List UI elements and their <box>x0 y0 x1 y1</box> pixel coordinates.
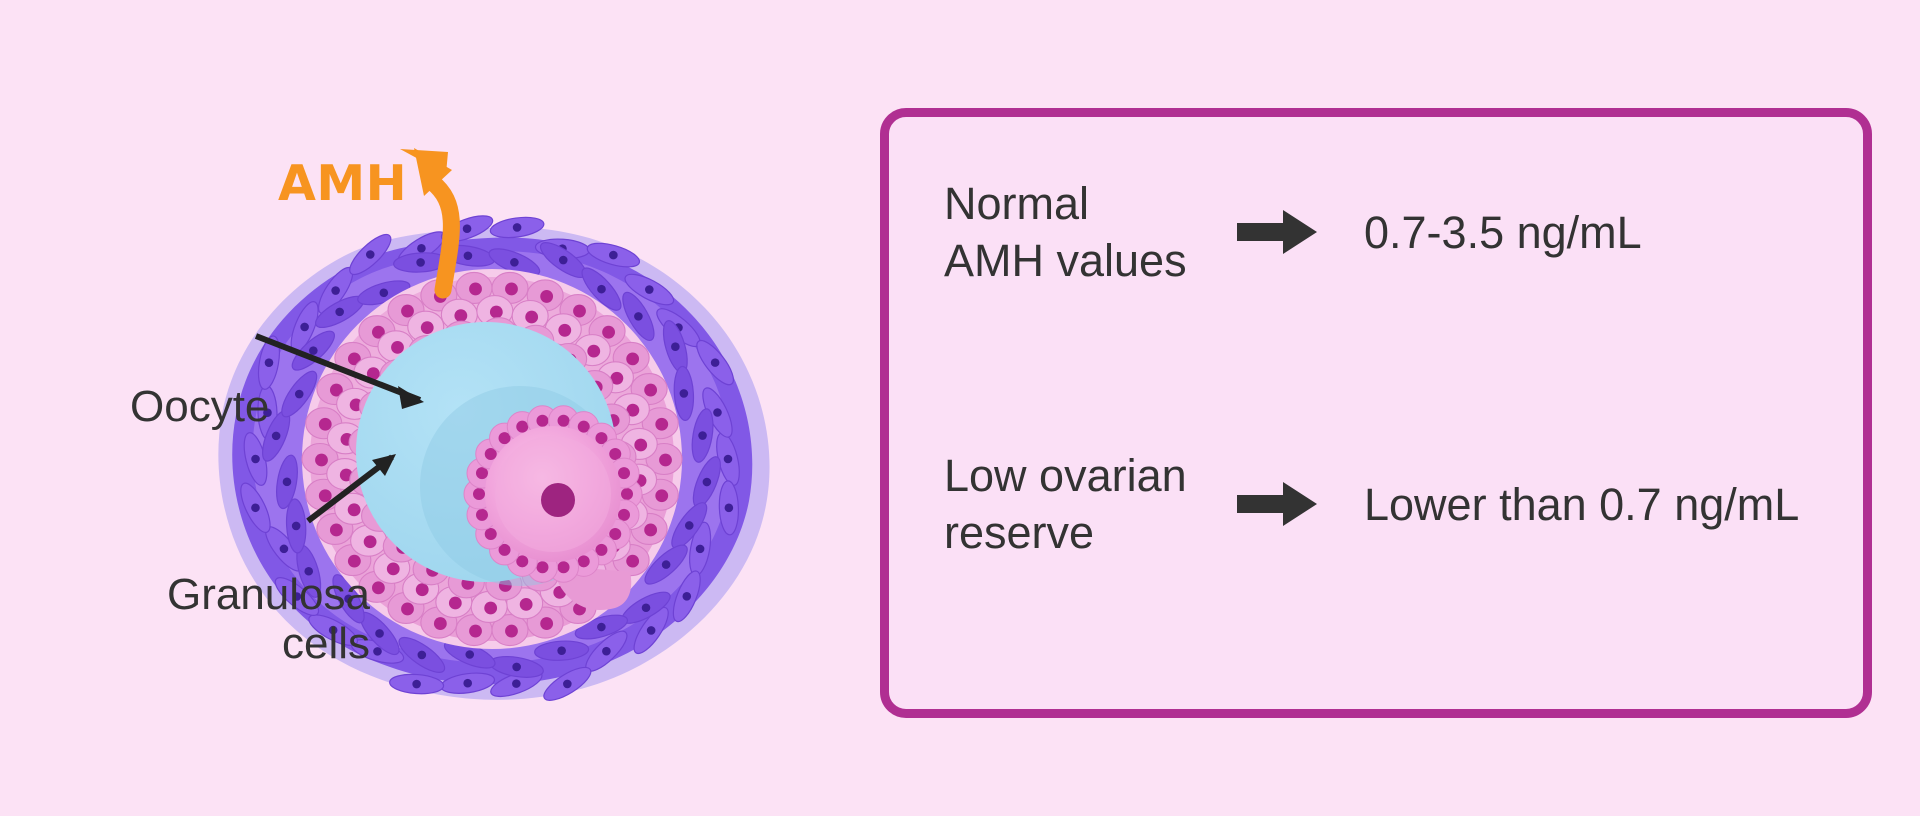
oocyte-leader-line <box>254 333 424 409</box>
amh-row-low-reserve-value: Lower than 0.7 ng/mL <box>1364 478 1800 530</box>
amh-curved-arrow-icon <box>400 148 460 299</box>
arrow-right-icon <box>1236 482 1317 527</box>
amh-values-panel: Normal AMH values 0.7-3.5 ng/mL Low ovar… <box>880 108 1872 718</box>
granulosa-leader-line <box>306 454 396 524</box>
amh-row-normal-arrow-cell <box>1189 208 1364 256</box>
oocyte <box>463 405 643 583</box>
arrow-right-icon <box>1236 210 1317 255</box>
amh-hormone-label: AMH <box>278 155 408 212</box>
amh-row-normal-term: Normal AMH values <box>944 178 1187 287</box>
amh-row-normal-value: 0.7-3.5 ng/mL <box>1364 206 1642 258</box>
amh-row-low-reserve-arrow-cell <box>1189 480 1364 528</box>
amh-row-low-reserve: Low ovarian reserve Lower than 0.7 ng/mL <box>889 447 1863 561</box>
oocyte-nucleus <box>541 483 575 517</box>
follicle-cross-section-graphic <box>218 148 770 701</box>
amh-row-low-reserve-term: Low ovarian reserve <box>944 450 1187 559</box>
follicle-illustration: AMH Oocyte Granulosa cells <box>0 0 880 816</box>
amh-row-normal: Normal AMH values 0.7-3.5 ng/mL <box>889 175 1863 289</box>
granulosa-cells-label: Granulosa cells <box>166 570 370 669</box>
oocyte-label: Oocyte <box>130 382 270 431</box>
